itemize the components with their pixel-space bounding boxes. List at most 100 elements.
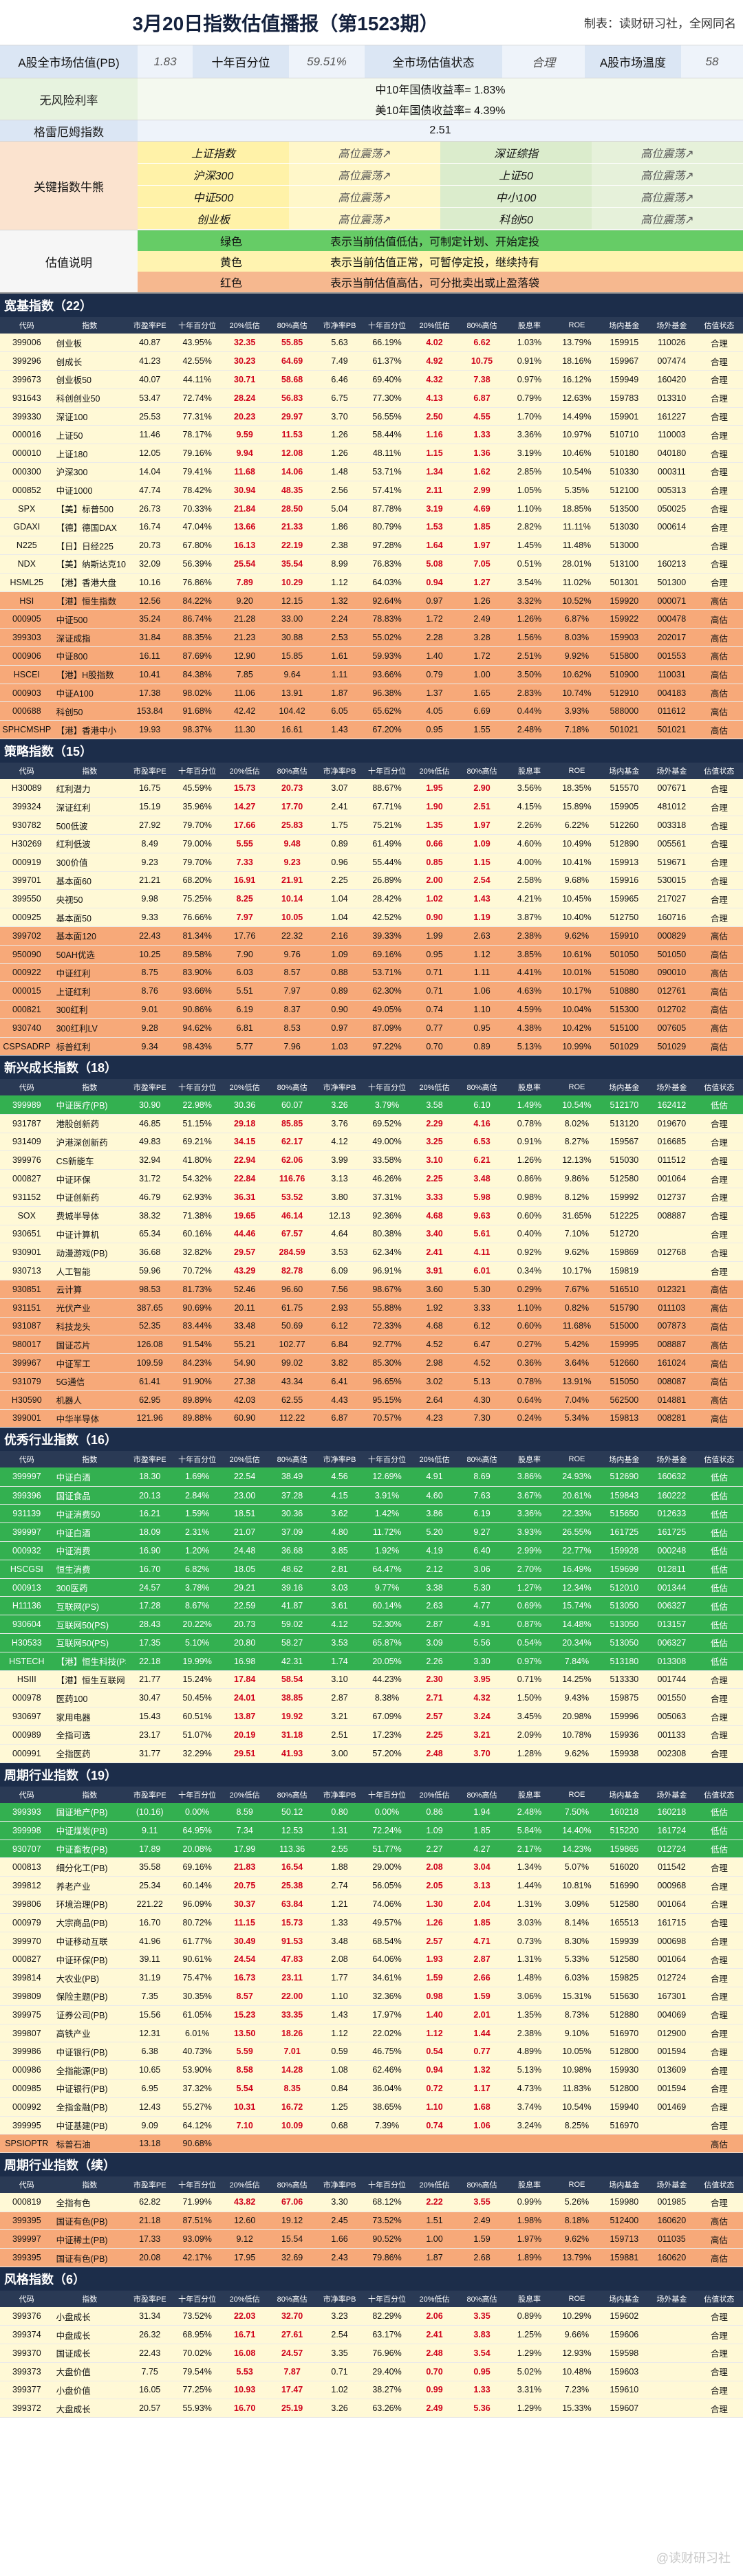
column-header: 十年百分位 xyxy=(178,2181,217,2190)
table-cell: 159930 xyxy=(610,2065,639,2075)
table-cell: 低估 xyxy=(710,1602,728,1612)
table-cell xyxy=(648,2399,696,2418)
table-cell: 1.19 xyxy=(473,913,491,922)
index-name: 全指有色 xyxy=(56,2198,91,2208)
table-cell: 090010 xyxy=(657,968,687,978)
table-row: 000821 300红利 9.01 90.86% 6.19 8.37 0.90 49.05% 0… xyxy=(0,1000,743,1019)
table-cell: 516970 xyxy=(610,2120,639,2130)
index-code: 000852 xyxy=(12,485,41,495)
table-cell: 1.03% xyxy=(517,338,542,348)
table-cell: 29.40% xyxy=(372,2366,402,2377)
table-cell: 000614 xyxy=(657,522,687,532)
table-cell: 19.12 xyxy=(281,2216,303,2226)
column-header: 20%低估 xyxy=(229,1791,260,1800)
table-cell: 10.65 xyxy=(139,2065,161,2075)
table-cell: 516990 xyxy=(610,1881,639,1891)
table-cell: 1.33 xyxy=(473,2385,491,2395)
table-cell: 1.77 xyxy=(331,1973,348,1983)
table-cell: 4.11 xyxy=(473,1247,491,1258)
table-cell: 8.38% xyxy=(374,1693,400,1703)
table-cell: 1.53 xyxy=(426,522,443,532)
table-cell: 113.36 xyxy=(279,1844,305,1854)
table-cell: 013308 xyxy=(657,1656,687,1666)
section-title: 周期行业指数（19） xyxy=(0,1762,743,1787)
index-name: 大农业(PB) xyxy=(56,1974,100,1984)
table-cell: 16.13 xyxy=(234,541,256,551)
table-cell: 012811 xyxy=(657,1564,686,1574)
table-cell: 3.91% xyxy=(374,1490,400,1500)
bull-index-name: 创业板 xyxy=(138,208,289,230)
table-cell: 3.21 xyxy=(331,1712,348,1722)
table-cell: 2.51 xyxy=(473,802,491,812)
table-cell: 6.62 xyxy=(473,338,491,348)
table-cell: 54.32% xyxy=(182,1174,212,1184)
table-cell: 3.06% xyxy=(517,1991,542,2001)
table-cell: 41.23 xyxy=(139,356,161,367)
table-cell: 112.22 xyxy=(279,1413,305,1423)
index-table: 代码 指数 市盈率PE 十年百分位 20%低估 80%高估 市净率PB 十年百分位 20%低估 8… xyxy=(0,1786,743,2154)
table-cell: 4.68 xyxy=(426,1210,443,1221)
index-code: H30590 xyxy=(11,1395,42,1405)
table-cell: 15.89% xyxy=(562,802,592,812)
table-cell: 合理 xyxy=(710,1120,728,1130)
table-cell: 11.72% xyxy=(372,1527,402,1538)
table-row: 399998 中证煤炭(PB) 9.11 64.95% 7.34 12.53 1.31 72.… xyxy=(0,1821,743,1840)
table-cell: 合理 xyxy=(710,1974,728,1984)
table-cell: 5.84% xyxy=(517,1825,542,1835)
column-header: 十年百分位 xyxy=(178,1791,217,1800)
index-code: H30533 xyxy=(11,1637,42,1648)
table-cell: 22.77% xyxy=(562,1545,592,1556)
table-cell: 38.85 xyxy=(281,1693,303,1703)
table-cell: 合理 xyxy=(710,560,728,570)
table-cell: 62.82 xyxy=(139,2197,161,2207)
table-cell: 1.56% xyxy=(517,633,542,643)
table-cell: 159881 xyxy=(610,2253,639,2262)
index-name: 中证移动互联 xyxy=(56,1937,108,1947)
table-cell: 55.85 xyxy=(281,338,303,348)
table-cell: 15.31% xyxy=(562,1991,592,2001)
table-cell: 86.74% xyxy=(182,614,212,624)
index-name: 全指可选 xyxy=(56,1731,91,1741)
table-cell: 0.78% xyxy=(517,1376,542,1386)
table-cell: 81.34% xyxy=(182,930,212,941)
table-cell: 0.54 xyxy=(426,2046,443,2057)
section-title: 策略指数（15） xyxy=(0,739,743,763)
table-cell: 55.88% xyxy=(372,1302,402,1313)
index-code: HSTECH xyxy=(9,1656,45,1666)
table-cell: 7.18% xyxy=(564,725,590,735)
table-cell: 510710 xyxy=(610,430,639,440)
table-cell: 3.30 xyxy=(331,2197,348,2207)
valuation-legend: 估值说明 绿色 表示当前估值低估，可制定计划、开始定投 黄色 表示当前估值正常，可暂… xyxy=(0,230,743,294)
table-cell: 87.51% xyxy=(182,2216,212,2226)
table-cell: 8.75 xyxy=(141,968,158,978)
table-cell: 0.78% xyxy=(517,1118,542,1128)
table-row: 930604 互联网50(PS) 28.43 20.22% 20.73 59.02 4.12… xyxy=(0,1615,743,1634)
table-cell: 1.40 xyxy=(426,2009,443,2020)
table-cell: 6.01 xyxy=(473,1266,491,1276)
table-cell: (10.16) xyxy=(136,1807,164,1817)
table-cell: 65.34 xyxy=(139,1229,161,1239)
index-name: 【港】恒生指数 xyxy=(56,597,117,607)
table-cell: 0.54% xyxy=(517,1637,542,1648)
table-cell: 4.41% xyxy=(517,968,542,978)
table-cell: 69.40% xyxy=(372,374,402,384)
table-cell: 68.95% xyxy=(182,2330,212,2340)
table-cell: 6.19 xyxy=(236,1004,253,1014)
table-cell: 62.93% xyxy=(182,1192,212,1202)
table-cell: 31.84 xyxy=(139,633,161,643)
table-cell: 121.96 xyxy=(136,1413,163,1423)
table-cell: 65.62% xyxy=(372,706,402,717)
table-cell: 10.05% xyxy=(562,2046,592,2057)
table-cell: 1.59 xyxy=(426,1973,443,1983)
table-cell: 1.69% xyxy=(184,1472,210,1482)
table-cell: 159901 xyxy=(610,411,639,422)
index-name: 中证创新药 xyxy=(56,1193,100,1203)
table-cell: 41.80% xyxy=(182,1155,212,1166)
table-cell: 0.95 xyxy=(426,949,443,959)
table-cell: 14.27 xyxy=(234,802,256,812)
table-cell: 98.53 xyxy=(139,1284,161,1294)
table-cell: 014881 xyxy=(657,1395,687,1405)
index-name: 大盘价值 xyxy=(56,2368,91,2378)
table-cell: 513000 xyxy=(610,541,639,551)
table-cell: 1.00 xyxy=(426,2234,443,2245)
